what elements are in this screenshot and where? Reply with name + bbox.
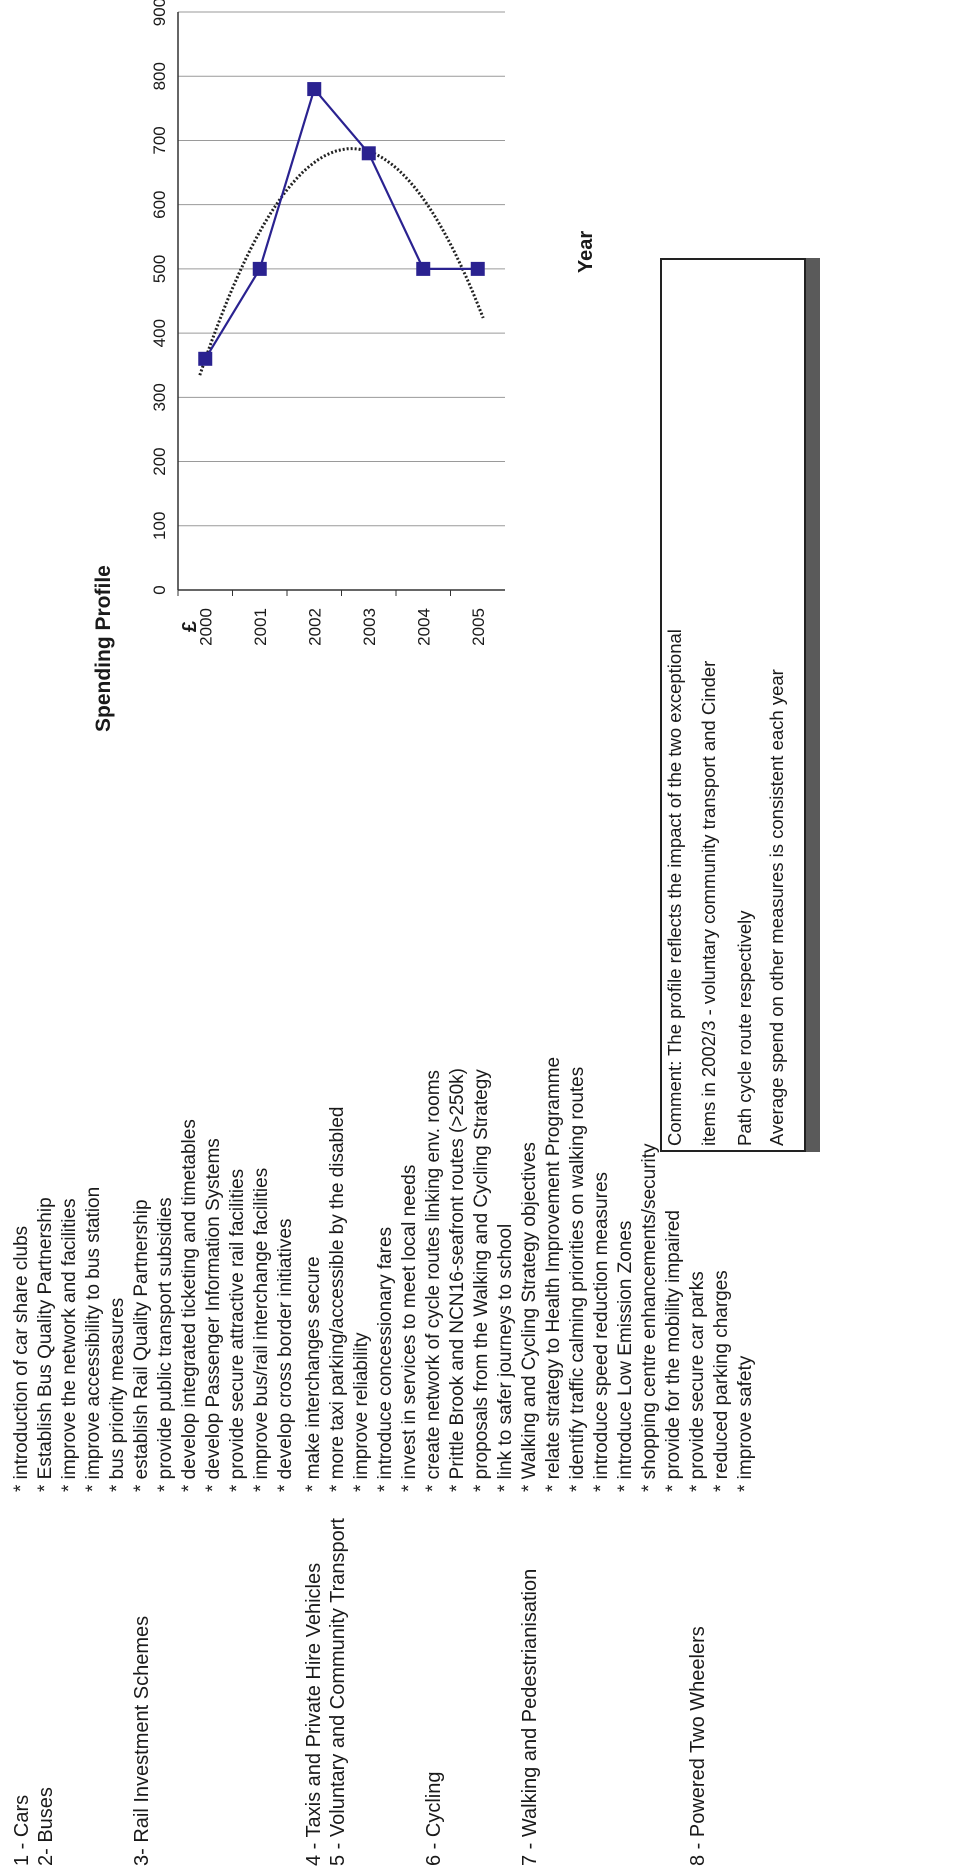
comment-line: items in 2002/3 - voluntary community tr… bbox=[698, 660, 719, 1146]
y-tick-label: 800 bbox=[150, 62, 169, 90]
data-point bbox=[470, 261, 485, 276]
x-tick-label: 2004 bbox=[414, 608, 433, 646]
x-tick-label: 2001 bbox=[251, 608, 270, 646]
y-axis-label: £ bbox=[179, 621, 201, 632]
x-tick-label: 2002 bbox=[305, 608, 324, 646]
x-tick-label: 2000 bbox=[196, 608, 215, 646]
comment-line: Path cycle route respectively bbox=[734, 910, 755, 1146]
data-point bbox=[416, 261, 431, 276]
y-tick-label: 900 bbox=[150, 0, 169, 26]
y-tick-label: 400 bbox=[150, 319, 169, 347]
comment-line: Average spend on other measures is consi… bbox=[766, 669, 787, 1146]
comment-line: Comment: The profile reflects the impact… bbox=[664, 629, 685, 1146]
x-tick-label: 2005 bbox=[469, 608, 488, 646]
data-point bbox=[252, 261, 267, 276]
y-tick-label: 600 bbox=[150, 190, 169, 218]
y-tick-label: 700 bbox=[150, 126, 169, 154]
data-point bbox=[361, 146, 376, 161]
x-axis-label: Year bbox=[575, 231, 597, 273]
y-tick-label: 500 bbox=[150, 255, 169, 283]
series-line bbox=[204, 86, 478, 360]
data-point bbox=[198, 351, 213, 366]
data-point bbox=[307, 82, 322, 97]
x-tick-label: 2003 bbox=[360, 608, 379, 646]
trendline bbox=[198, 147, 485, 376]
y-tick-label: 0 bbox=[150, 585, 169, 594]
y-tick-label: 200 bbox=[150, 447, 169, 475]
y-tick-label: 100 bbox=[150, 512, 169, 540]
y-tick-label: 300 bbox=[150, 383, 169, 411]
